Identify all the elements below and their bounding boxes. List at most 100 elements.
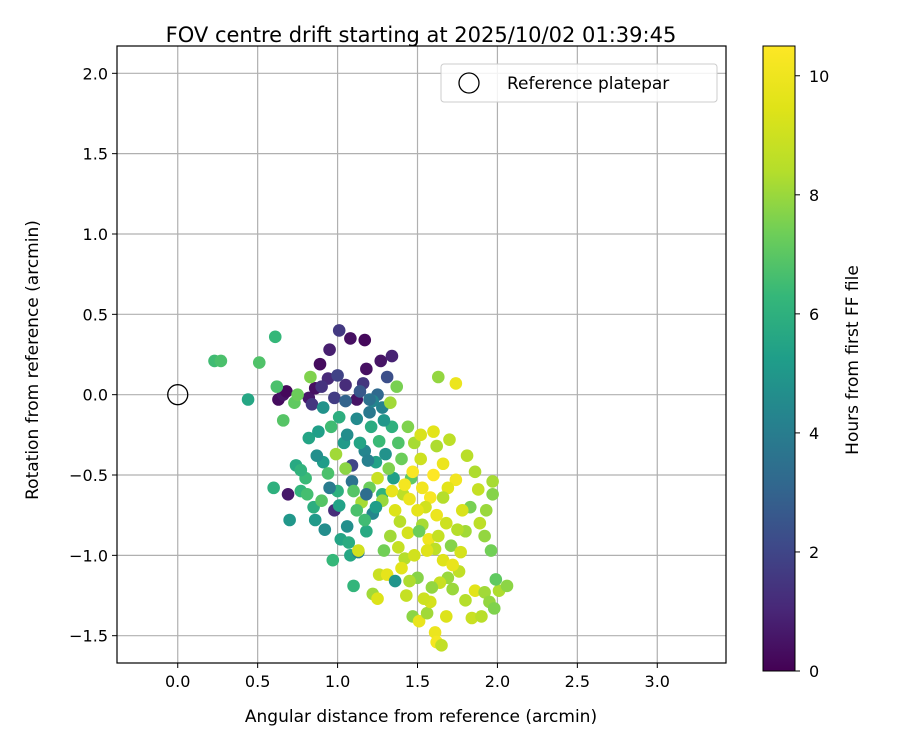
data-point <box>267 481 280 495</box>
data-point <box>281 487 295 501</box>
data-point <box>339 378 352 392</box>
data-point <box>446 558 459 572</box>
data-point <box>345 475 359 488</box>
data-point <box>393 515 407 528</box>
data-point <box>425 581 439 594</box>
y-tick-label: −1.5 <box>69 627 108 646</box>
data-point <box>385 484 399 498</box>
data-point <box>315 380 328 393</box>
x-tick-label: 1.0 <box>325 672 350 691</box>
data-point <box>214 354 228 368</box>
data-point <box>339 462 352 475</box>
data-point <box>321 467 335 480</box>
reference-platepar-marker <box>167 384 189 406</box>
data-point <box>280 385 293 398</box>
data-point <box>451 523 464 536</box>
data-point <box>353 436 367 450</box>
data-point <box>401 420 415 434</box>
data-point <box>344 332 357 345</box>
data-point <box>339 394 352 408</box>
data-point <box>377 414 391 427</box>
legend: Reference platepar <box>440 63 718 103</box>
data-point <box>422 532 435 546</box>
colorbar-tick-label: 10 <box>809 67 829 86</box>
data-point <box>304 370 317 384</box>
data-point <box>371 592 384 606</box>
x-tick-label: 0.5 <box>245 672 270 691</box>
data-point <box>350 504 364 517</box>
data-point <box>372 434 386 448</box>
data-point <box>360 362 373 376</box>
data-point <box>454 545 467 559</box>
legend-label: Reference platepar <box>507 74 669 94</box>
data-point <box>439 610 453 623</box>
data-point <box>384 396 397 410</box>
data-point <box>395 561 408 575</box>
data-point <box>487 602 501 615</box>
data-point <box>427 425 440 438</box>
legend-reference-marker <box>458 72 480 94</box>
plot-frame <box>116 45 727 664</box>
data-point <box>459 594 472 607</box>
data-point <box>460 449 474 463</box>
data-point <box>414 452 428 466</box>
y-tick-label: −0.5 <box>69 466 108 485</box>
colorbar-label: Hours from first FF file <box>843 265 863 455</box>
colorbar-gradient <box>762 45 796 672</box>
x-tick-label: 0.0 <box>165 672 190 691</box>
data-point <box>401 526 415 540</box>
data-point <box>326 553 340 567</box>
data-point <box>489 573 503 586</box>
data-point <box>377 544 391 557</box>
data-point <box>353 385 367 398</box>
data-point <box>412 614 426 628</box>
data-point <box>403 574 416 588</box>
data-point <box>316 401 330 414</box>
data-point <box>444 539 458 553</box>
data-point <box>420 606 434 620</box>
data-point <box>323 343 336 356</box>
data-point <box>305 398 319 411</box>
data-point <box>294 463 308 477</box>
data-point <box>268 330 282 344</box>
data-point <box>276 414 290 427</box>
y-axis-label: Rotation from reference (arcmin) <box>23 220 43 500</box>
x-axis-ticks: 0.0 0.5 1.0 1.5 2.0 2.5 3.0 <box>165 663 670 691</box>
data-point <box>384 529 397 543</box>
data-point <box>347 484 360 498</box>
data-points <box>167 324 514 652</box>
data-point <box>446 582 459 596</box>
data-point <box>406 465 420 479</box>
data-point <box>414 428 428 442</box>
data-point <box>310 449 324 463</box>
grid-lines <box>117 46 726 663</box>
data-point <box>431 529 445 543</box>
data-point <box>403 492 416 506</box>
y-tick-label: 0.0 <box>83 386 108 405</box>
data-point <box>241 393 255 406</box>
data-point <box>435 639 448 652</box>
data-point <box>358 513 372 527</box>
x-tick-label: 2.0 <box>485 672 510 691</box>
data-point <box>468 584 482 597</box>
y-tick-label: 1.5 <box>83 145 108 164</box>
data-point <box>379 447 392 461</box>
data-point <box>347 579 360 593</box>
colorbar-ticks: 0 2 4 6 8 10 <box>795 67 829 681</box>
data-point <box>417 592 431 606</box>
y-axis-ticks: 2.0 1.5 1.0 0.5 0.0 −0.5 −1.0 −1.5 <box>69 64 117 646</box>
data-point <box>331 369 344 382</box>
data-point <box>398 478 412 491</box>
data-point <box>315 494 328 508</box>
data-point <box>328 391 341 405</box>
data-point <box>388 504 402 517</box>
x-axis-label: Angular distance from reference (arcmin) <box>245 707 597 727</box>
data-point <box>342 536 356 549</box>
y-tick-label: 1.0 <box>83 225 108 244</box>
data-point <box>500 579 514 593</box>
data-point <box>478 529 491 543</box>
data-point <box>408 549 421 562</box>
data-point <box>468 465 482 479</box>
x-tick-label: 3.0 <box>645 672 670 691</box>
colorbar-tick-label: 2 <box>809 543 819 562</box>
